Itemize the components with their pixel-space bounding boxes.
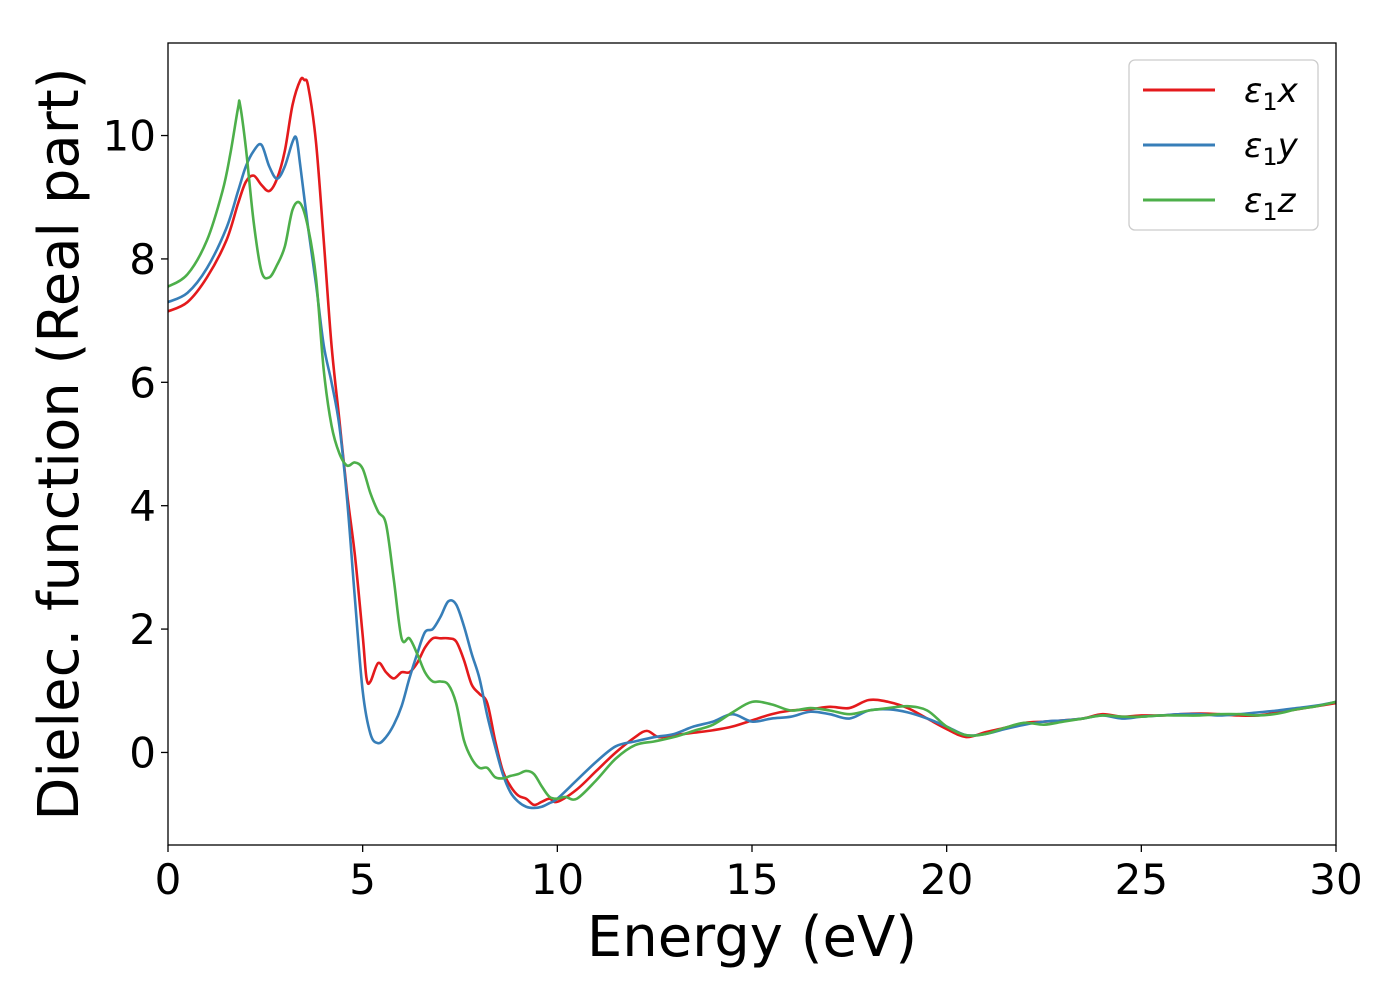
legend: ε1x ε1y ε1z (1128, 59, 1319, 231)
y-tick-label: 10 (103, 112, 156, 161)
legend-label-y: ε1y (1244, 126, 1299, 171)
y-tick-label: 8 (129, 235, 156, 284)
x-tick-label: 10 (531, 855, 584, 904)
y-axis-label: Dielec. function (Real part) (27, 67, 92, 820)
y-axis: 0 2 4 6 8 10 (103, 112, 168, 777)
legend-label-z: ε1z (1244, 181, 1297, 226)
x-tick-label: 15 (725, 855, 778, 904)
series-line-z (168, 99, 1336, 801)
legend-label-x: ε1x (1244, 71, 1299, 116)
x-tick-label: 25 (1115, 855, 1168, 904)
y-tick-label: 0 (129, 728, 156, 777)
x-tick-label: 30 (1309, 855, 1362, 904)
x-tick-label: 20 (920, 855, 973, 904)
x-axis-label: Energy (eV) (587, 905, 917, 970)
x-tick-label: 5 (349, 855, 376, 904)
x-tick-label: 0 (155, 855, 182, 904)
y-tick-label: 6 (129, 358, 156, 407)
x-axis: 0 5 10 15 20 25 30 (155, 845, 1363, 904)
series-layer (168, 76, 1336, 810)
legend-box (1128, 59, 1319, 231)
y-tick-label: 4 (129, 482, 156, 531)
y-tick-label: 2 (129, 605, 156, 654)
